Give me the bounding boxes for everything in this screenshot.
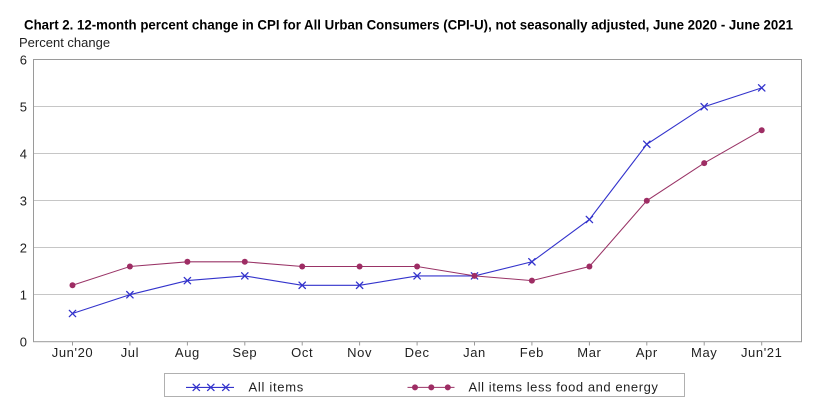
svg-text:Apr: Apr (636, 345, 658, 360)
svg-text:3: 3 (20, 193, 27, 208)
svg-text:Feb: Feb (520, 345, 544, 360)
svg-text:5: 5 (20, 99, 27, 114)
svg-text:2: 2 (20, 240, 27, 255)
svg-text:Jun'20: Jun'20 (52, 345, 94, 360)
svg-text:4: 4 (20, 146, 27, 161)
svg-text:Aug: Aug (175, 345, 200, 360)
svg-text:1: 1 (20, 287, 27, 302)
svg-text:6: 6 (20, 52, 27, 67)
svg-text:Nov: Nov (347, 345, 372, 360)
svg-text:Mar: Mar (577, 345, 601, 360)
svg-text:Jul: Jul (121, 345, 139, 360)
svg-text:Jan: Jan (463, 345, 486, 360)
svg-text:Dec: Dec (405, 345, 430, 360)
svg-text:0: 0 (20, 334, 27, 349)
svg-text:Oct: Oct (291, 345, 313, 360)
svg-text:All items less food and energy: All items less food and energy (469, 380, 659, 395)
svg-text:Jun'21: Jun'21 (741, 345, 783, 360)
svg-text:May: May (691, 345, 717, 360)
svg-text:All items: All items (249, 380, 304, 395)
svg-text:Chart 2. 12-month percent chan: Chart 2. 12-month percent change in CPI … (24, 17, 793, 33)
svg-text:Sep: Sep (232, 345, 257, 360)
svg-text:Percent change: Percent change (19, 35, 110, 50)
